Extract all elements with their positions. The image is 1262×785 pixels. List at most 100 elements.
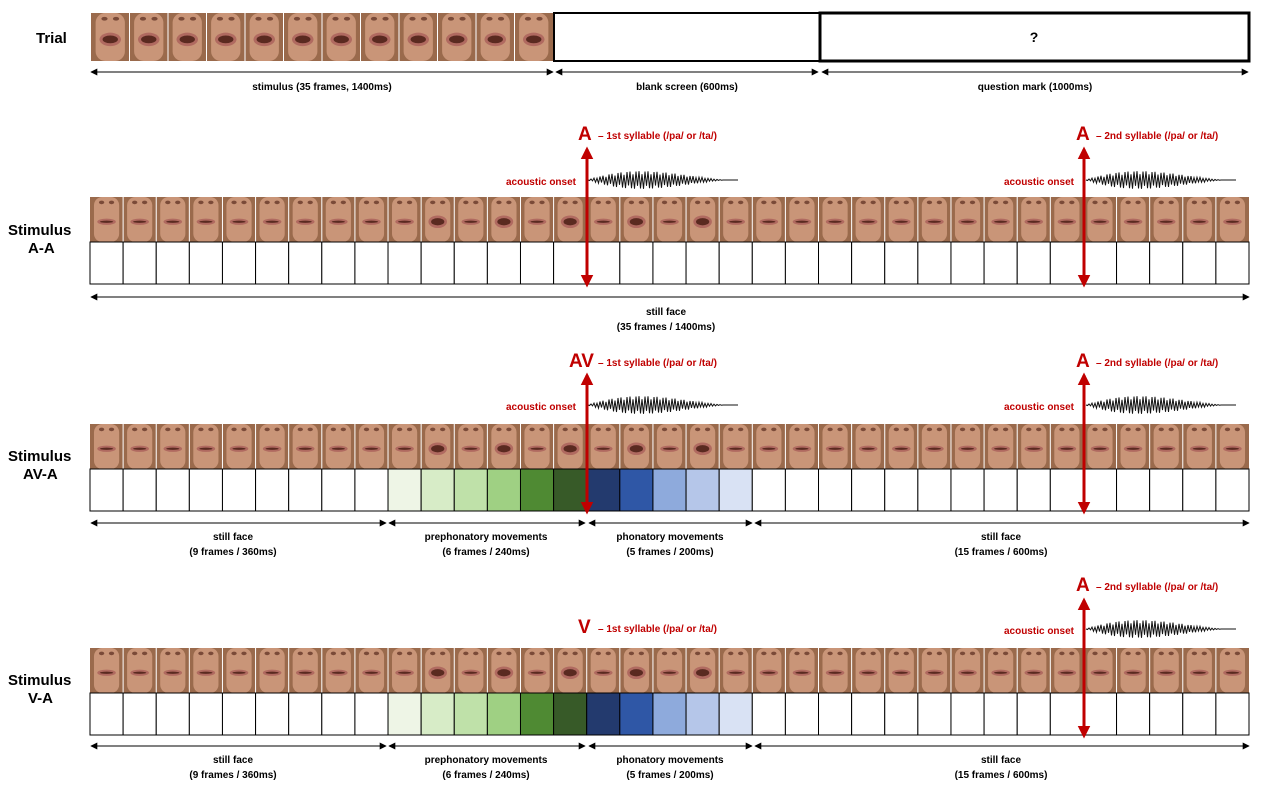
stimulus-a-a-label-line1: Stimulus [8,222,71,239]
face-frame-icon [520,648,554,693]
frame-cell [1082,468,1118,512]
question-mark-box [818,11,1251,63]
phase-label-line1: still face [213,532,253,543]
acoustic-onset-label-1: acoustic onset [506,402,577,413]
frame-cell [553,692,588,736]
face-frame-icon [520,197,554,242]
frame-cell [122,468,157,512]
trial-label: Trial [36,30,67,47]
face-frame-icon [156,197,190,242]
trial-timeline: stimulus (35 frames, 1400ms) blank scree… [90,68,1249,93]
frame-cell [1016,468,1051,512]
face-frame-icon [255,648,289,693]
face-frame-icon [454,197,488,242]
frame-cell [1016,241,1051,285]
frame-cell [288,692,323,736]
frame-cell [420,692,455,736]
frame-cell [685,692,720,736]
frame-cell [1149,692,1184,736]
stimulus-v-a: Stimulus V-A V – 1st syllable (/pa/ or /… [8,575,1250,781]
first-marker-text: – 1st syllable (/pa/ or /ta/) [598,131,717,142]
frame-cell [1182,241,1217,285]
face-frame-icon [487,424,521,469]
face-frame-icon [437,13,476,61]
stimulus-a-a: Stimulus A-A A – 1st syllable (/pa/ or /… [8,124,1250,333]
face-frame-icon [255,424,289,469]
trial-segment-stimulus: stimulus (35 frames, 1400ms) [252,82,392,93]
face-frame-icon [421,424,455,469]
trial-face-strip [91,13,553,61]
face-frame-icon [1050,424,1084,469]
frame-cell [553,241,588,285]
frame-cell [586,468,621,512]
frame-cell [917,241,952,285]
face-frame-icon [619,197,653,242]
face-frame-icon [950,197,985,242]
face-frame-icon [354,648,389,693]
phase-label-line2: (6 frames / 240ms) [442,770,529,781]
face-frame-icon [288,197,322,242]
face-frame-icon [321,197,355,242]
frame-cell [1149,468,1184,512]
face-frame-icon [586,197,620,242]
phase-label-line1: prephonatory movements [425,532,548,543]
frame-cell [784,692,820,736]
frame-cell [685,468,720,512]
face-frame-icon [487,197,521,242]
face-frame-icon [1182,197,1216,242]
second-marker-text: – 2nd syllable (/pa/ or /ta/) [1096,358,1218,369]
frame-cell [453,692,488,736]
frame-cell [1149,241,1184,285]
phase-label-line2: (6 frames / 240ms) [442,547,529,558]
face-frame-icon [454,424,488,469]
face-frame-icon [255,197,289,242]
face-frame-icon [785,424,819,469]
face-frame-icon [619,648,653,693]
phase-label-line1: phonatory movements [616,755,724,766]
face-frame-icon [123,197,157,242]
face-frame-icon [851,197,885,242]
frame-cell [917,692,952,736]
frame-cell [818,692,853,736]
frame-cell [387,692,422,736]
face-frame-icon [1149,197,1183,242]
face-frame-icon [520,424,554,469]
face-frame-icon [917,648,951,693]
face-frame-icon [222,197,256,242]
face-frame-icon [1083,424,1117,469]
face-frame-icon [1215,648,1249,693]
face-frame-icon [156,424,190,469]
frame-cell [354,692,389,736]
face-frame-icon [222,424,256,469]
frame-cell [188,241,223,285]
face-frame-icon [884,197,918,242]
face-frame-icon [189,197,223,242]
face-frame-icon [553,424,587,469]
face-frame-icon [1017,648,1051,693]
face-frame-icon [288,648,322,693]
face-strip [90,424,1249,469]
face-frame-icon [454,648,488,693]
frame-cell [983,241,1018,285]
face-strip [90,648,1249,693]
phase-label-line1: still face [213,755,253,766]
frame-cell [420,468,455,512]
face-frame-icon [1050,197,1084,242]
frame-cell [685,241,720,285]
face-frame-icon [189,424,223,469]
second-marker-text: – 2nd syllable (/pa/ or /ta/) [1096,131,1218,142]
frame-cell [122,692,157,736]
frame-cell [619,468,654,512]
frame-cell [553,468,588,512]
face-frame-icon [818,648,852,693]
frame-cell [387,241,422,285]
face-frame-icon [917,424,951,469]
frame-cell [1082,692,1118,736]
frame-cell [1215,468,1250,512]
acoustic-onset-label-1: acoustic onset [506,177,577,188]
face-frame-icon [1182,424,1216,469]
frame-cell [486,468,521,512]
frame-cell [155,468,190,512]
phase-label-line2: (15 frames / 600ms) [955,770,1048,781]
